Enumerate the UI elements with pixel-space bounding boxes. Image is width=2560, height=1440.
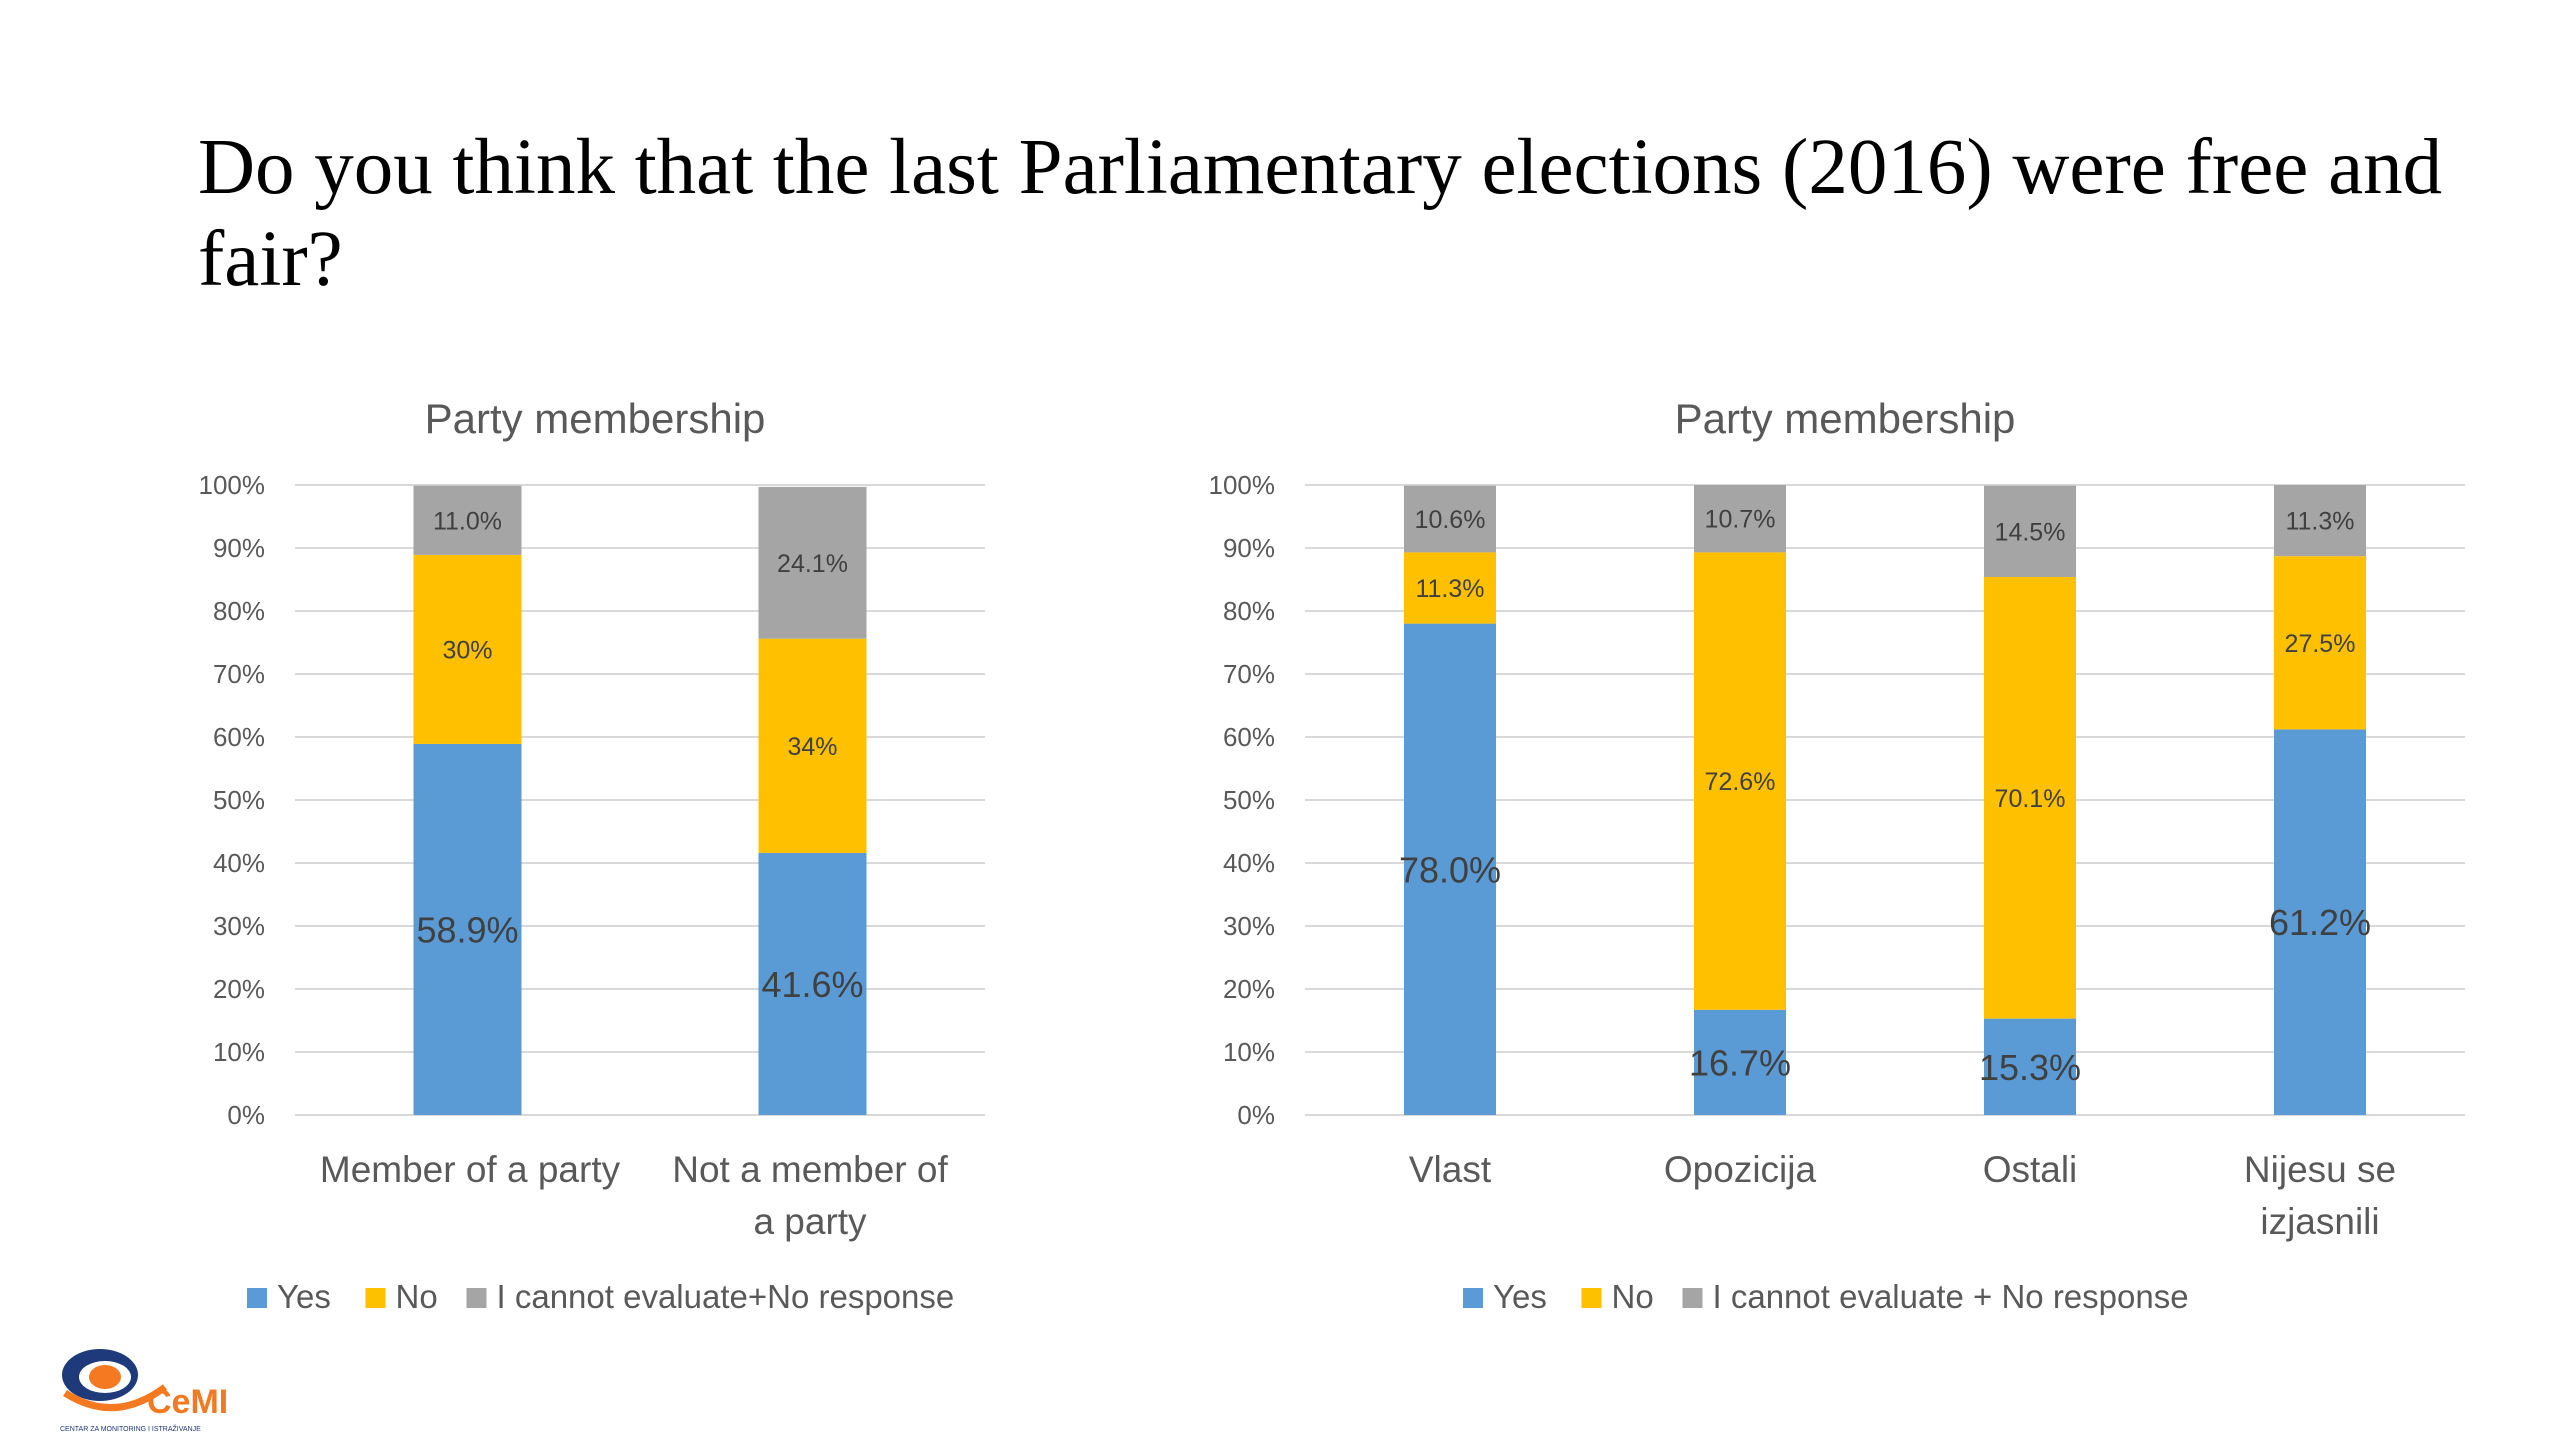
x-category-label: Vlast <box>1409 1149 1492 1190</box>
bar-no <box>2274 556 2366 730</box>
y-tick-label: 40% <box>213 848 265 878</box>
bar-yes <box>1404 623 1496 1115</box>
bar-yes <box>2274 729 2366 1115</box>
bar-no <box>1984 576 2076 1019</box>
chart-party-membership-right: Party membership 0% 10% 20% 30% 40% 50% 60% 70% 8… <box>1209 395 2465 1315</box>
bar-no <box>1694 552 1786 1010</box>
y-tick-label: 50% <box>1223 785 1275 815</box>
y-tick-label: 80% <box>213 596 265 626</box>
bar-yes <box>1984 1018 2076 1115</box>
legend-label-no: No <box>1612 1278 1654 1315</box>
data-label-no: 34% <box>787 733 837 761</box>
y-tick-label: 90% <box>1223 533 1275 563</box>
bar-no <box>1404 552 1496 624</box>
data-label-no: 30% <box>442 636 492 664</box>
legend-swatch-other <box>466 1288 487 1308</box>
y-tick-label: 100% <box>199 470 266 500</box>
data-label-yes: 61.2% <box>2269 902 2371 943</box>
bar-yes <box>413 743 522 1115</box>
y-tick-label: 60% <box>213 722 265 752</box>
data-label-other: 24.1% <box>777 550 848 578</box>
legend-swatch-yes <box>247 1288 267 1308</box>
x-category-label: Opozicija <box>1664 1149 1817 1190</box>
logo-text: CeMI <box>147 1383 228 1421</box>
legend-label-no: No <box>396 1278 438 1315</box>
y-tick-label: 70% <box>213 659 265 689</box>
data-label-yes: 58.9% <box>416 909 518 950</box>
y-tick-label: 10% <box>213 1037 265 1067</box>
x-category-label: izjasnili <box>2260 1201 2379 1242</box>
bar-no <box>413 554 522 744</box>
legend-swatch-no <box>1581 1288 1602 1308</box>
bar-other <box>1404 485 1496 553</box>
legend-label-other: I cannot evaluate+No response <box>497 1278 955 1315</box>
data-label-other: 14.5% <box>1995 518 2066 546</box>
y-tick-label: 30% <box>1223 911 1275 941</box>
slide-title: Do you think that the last Parliamentary… <box>198 124 2443 303</box>
y-tick-label: 100% <box>1209 470 1276 500</box>
cemi-logo-icon: CeMI CENTAR ZA MONITORING I ISTRAŽIVANJE <box>60 1349 228 1433</box>
bar-yes <box>1694 1009 1786 1115</box>
data-label-other: 11.3% <box>2285 508 2354 536</box>
data-label-other: 10.7% <box>1705 506 1776 534</box>
chart-party-membership-left: Party membership 0% 10% 20% 30% 40% 50% 60% 70% 8… <box>199 395 985 1315</box>
logo-subtext: CENTAR ZA MONITORING I ISTRAŽIVANJE <box>60 1424 201 1433</box>
x-category-label: Not a member of <box>672 1149 948 1190</box>
y-tick-label: 30% <box>213 911 265 941</box>
legend-swatch-no <box>365 1288 386 1308</box>
data-label-no: 70.1% <box>1995 785 2066 813</box>
bar-other <box>413 485 522 555</box>
y-tick-label: 60% <box>1223 722 1275 752</box>
y-tick-label: 70% <box>1223 659 1275 689</box>
x-category-label: Ostali <box>1983 1149 2078 1190</box>
data-label-yes: 15.3% <box>1979 1047 2081 1088</box>
data-label-yes: 78.0% <box>1399 849 1501 890</box>
chart-title: Party membership <box>425 395 766 442</box>
legend-label-other: I cannot evaluate + No response <box>1713 1278 2189 1315</box>
bar-yes <box>758 852 867 1115</box>
bar-other <box>1984 485 2076 577</box>
legend-swatch-yes <box>1463 1288 1483 1308</box>
y-tick-label: 80% <box>1223 596 1275 626</box>
x-category-label: a party <box>753 1201 867 1242</box>
y-tick-label: 0% <box>227 1100 265 1130</box>
y-tick-label: 20% <box>213 974 265 1004</box>
bar-other <box>2274 485 2366 557</box>
data-label-yes: 41.6% <box>761 964 863 1005</box>
data-label-no: 72.6% <box>1705 768 1776 796</box>
data-label-other: 11.0% <box>433 507 502 535</box>
bar-no <box>758 638 867 853</box>
legend-label-yes: Yes <box>277 1278 331 1315</box>
y-tick-label: 90% <box>213 533 265 563</box>
y-tick-label: 40% <box>1223 848 1275 878</box>
x-category-label: Nijesu se <box>2244 1149 2396 1190</box>
y-tick-label: 20% <box>1223 974 1275 1004</box>
legend-swatch-other <box>1682 1288 1703 1308</box>
data-label-other: 10.6% <box>1415 506 1486 534</box>
data-label-no: 11.3% <box>1415 575 1484 603</box>
legend-label-yes: Yes <box>1493 1278 1547 1315</box>
x-category-label: Member of a party <box>320 1149 621 1190</box>
y-tick-label: 0% <box>1237 1100 1275 1130</box>
bar-other <box>1694 485 1786 553</box>
data-label-no: 27.5% <box>2285 630 2356 658</box>
y-tick-label: 50% <box>213 785 265 815</box>
y-tick-label: 10% <box>1223 1037 1275 1067</box>
data-label-yes: 16.7% <box>1689 1042 1791 1083</box>
chart-title: Party membership <box>1675 395 2016 442</box>
bar-other <box>758 486 867 639</box>
